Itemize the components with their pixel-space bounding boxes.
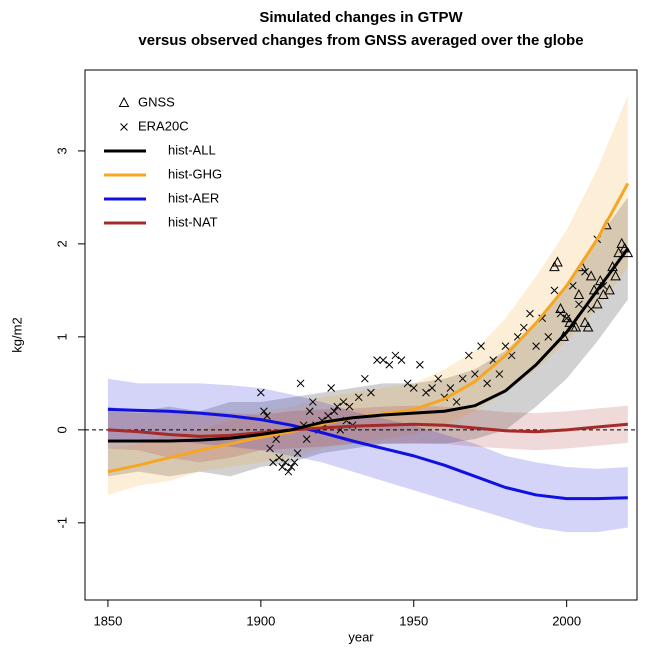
era20c-point — [416, 360, 424, 369]
era20c-point — [477, 342, 485, 351]
y-tick-label: 1 — [54, 333, 69, 340]
era20c-point — [281, 458, 290, 467]
era20c-point — [495, 370, 504, 378]
y-tick-label: 0 — [54, 426, 69, 433]
legend-label: hist-ALL — [168, 142, 216, 157]
era20c-point — [532, 342, 540, 351]
era20c-point — [324, 412, 332, 420]
gnss-point — [604, 284, 615, 295]
gnss-point — [561, 312, 572, 323]
chart-title: versus observed changes from GNSS averag… — [138, 32, 583, 49]
legend-label: GNSS — [138, 94, 175, 109]
era20c-point — [403, 379, 412, 388]
era20c-point — [339, 398, 348, 406]
era20c-point — [544, 333, 553, 341]
gnss-point — [552, 256, 563, 267]
era20c-point — [345, 402, 354, 411]
era20c-point — [284, 467, 293, 476]
era20c-point — [296, 379, 305, 388]
y-tick-label: 3 — [54, 147, 69, 154]
era20c-point — [287, 463, 296, 471]
era20c-point — [302, 435, 311, 443]
era20c-point — [305, 407, 314, 416]
legend-label: hist-AER — [168, 190, 219, 205]
era20c-point — [275, 453, 284, 462]
x-tick-label: 2000 — [552, 613, 581, 628]
era20c-point — [272, 435, 280, 443]
y-tick-label: -1 — [54, 517, 69, 529]
era20c-point — [391, 351, 400, 360]
era20c-point — [428, 384, 436, 392]
era20c-point — [256, 388, 265, 397]
era20c-point — [327, 384, 336, 392]
legend-label: hist-GHG — [168, 166, 222, 181]
era20c-point — [550, 286, 559, 295]
era20c-point — [575, 300, 583, 309]
gnss-point — [573, 288, 585, 300]
era20c-point — [269, 458, 277, 467]
era20c-point — [422, 388, 430, 397]
era20c-point — [526, 309, 534, 318]
y-axis-label: kg/m2 — [9, 317, 24, 352]
era20c-point — [587, 305, 595, 313]
era20c-point — [501, 342, 510, 351]
era20c-point — [266, 444, 274, 453]
era20c-point — [354, 393, 363, 402]
era20c-point — [464, 351, 473, 360]
era20c-point — [360, 374, 369, 383]
era20c-point — [367, 388, 375, 397]
chart-title: Simulated changes in GTPW — [259, 9, 463, 26]
legend-label: ERA20C — [138, 118, 189, 133]
era20c-point — [452, 398, 461, 406]
gnss-point — [591, 298, 603, 309]
series-line — [107, 422, 628, 438]
era20c-point — [263, 412, 271, 420]
era20c-point — [278, 463, 287, 471]
x-tick-label: 1900 — [246, 613, 275, 628]
gnss-point — [570, 321, 582, 332]
era20c-point — [581, 267, 589, 276]
era20c-point — [260, 407, 268, 416]
era20c-point — [562, 314, 571, 323]
era20c-point — [397, 356, 406, 364]
y-tick-label: 2 — [54, 240, 69, 247]
uncertainty-band — [107, 197, 628, 477]
era20c-point — [556, 309, 565, 318]
gnss-point — [579, 316, 591, 327]
era20c-point — [333, 402, 342, 411]
era20c-point — [308, 398, 317, 406]
era20c-point — [379, 356, 388, 364]
x-tick-label: 1850 — [93, 613, 122, 628]
era20c-point — [409, 384, 418, 392]
gnss-point — [610, 270, 621, 281]
era20c-point — [458, 374, 467, 383]
era20c-point — [434, 374, 443, 383]
legend-marker — [118, 96, 130, 107]
gnss-point — [582, 321, 594, 332]
x-axis-label: year — [348, 629, 374, 644]
gnss-point — [555, 302, 566, 313]
era20c-point — [446, 384, 455, 392]
era20c-point — [330, 407, 339, 416]
gnss-point — [585, 270, 597, 281]
era20c-point — [293, 449, 302, 457]
gnss-point — [616, 237, 628, 248]
series-line — [107, 247, 630, 443]
era20c-point — [471, 370, 479, 378]
series-line — [107, 407, 628, 501]
era20c-point — [568, 281, 577, 290]
era20c-point — [290, 458, 299, 467]
era20c-point — [483, 379, 492, 388]
era20c-point — [385, 360, 394, 369]
plot-frame — [84, 69, 638, 601]
era20c-point — [373, 356, 381, 364]
uncertainty-band — [107, 405, 628, 463]
legend-label: hist-NAT — [168, 214, 218, 229]
legend-marker — [120, 123, 128, 131]
era20c-point — [519, 323, 528, 332]
x-tick-label: 1950 — [399, 613, 428, 628]
